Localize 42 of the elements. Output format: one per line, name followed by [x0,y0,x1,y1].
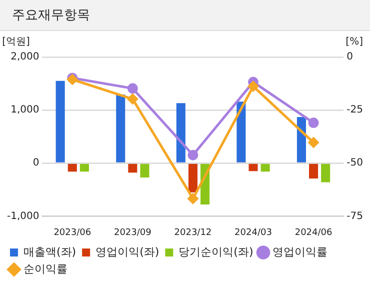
bar [296,116,306,162]
x-tick-label: 2024/06 [294,228,332,238]
y-tick-label: 0 [32,158,40,169]
bar [176,103,186,162]
bar [140,164,150,178]
x-tick-label: 2023/09 [114,228,152,238]
y2-tick-label: -50 [346,158,364,169]
y2-tick-label: -75 [346,210,364,222]
bar [236,102,246,162]
legend-label: 당기순이익(좌) [178,245,254,258]
legend-label: 매출액(좌) [24,245,76,258]
point [248,81,258,92]
legend-label: 순이익률 [24,262,68,276]
bar [321,164,330,182]
y-tick-label: 1,000 [10,104,40,116]
x-tick-label: 2023/12 [174,228,212,238]
bar [260,164,270,172]
bar [80,164,89,172]
bar [128,164,138,173]
y2-axis-title: [%] [346,36,364,48]
legend-label: 영업이익(좌) [96,245,160,258]
y-tick-label: 2,000 [10,52,40,63]
point [188,193,198,204]
bar [56,80,65,162]
legend-label: 영업이익률 [272,245,328,258]
chart-title: 주요재무항목 [0,0,370,31]
point [188,150,198,160]
bar [188,164,198,192]
bar [309,164,318,179]
point [308,137,319,148]
point [127,83,138,94]
point [127,94,138,104]
x-tick-label: 2023/06 [54,228,92,238]
point [308,118,319,128]
bar [68,164,77,172]
y-axis-title: [억원] [2,36,30,48]
y-tick-label: -1,000 [6,210,40,222]
x-tick-label: 2024/03 [234,228,272,238]
bar [116,94,126,162]
y2-tick-label: -25 [346,104,364,116]
bar [248,164,258,172]
y2-tick-label: 0 [346,52,354,63]
